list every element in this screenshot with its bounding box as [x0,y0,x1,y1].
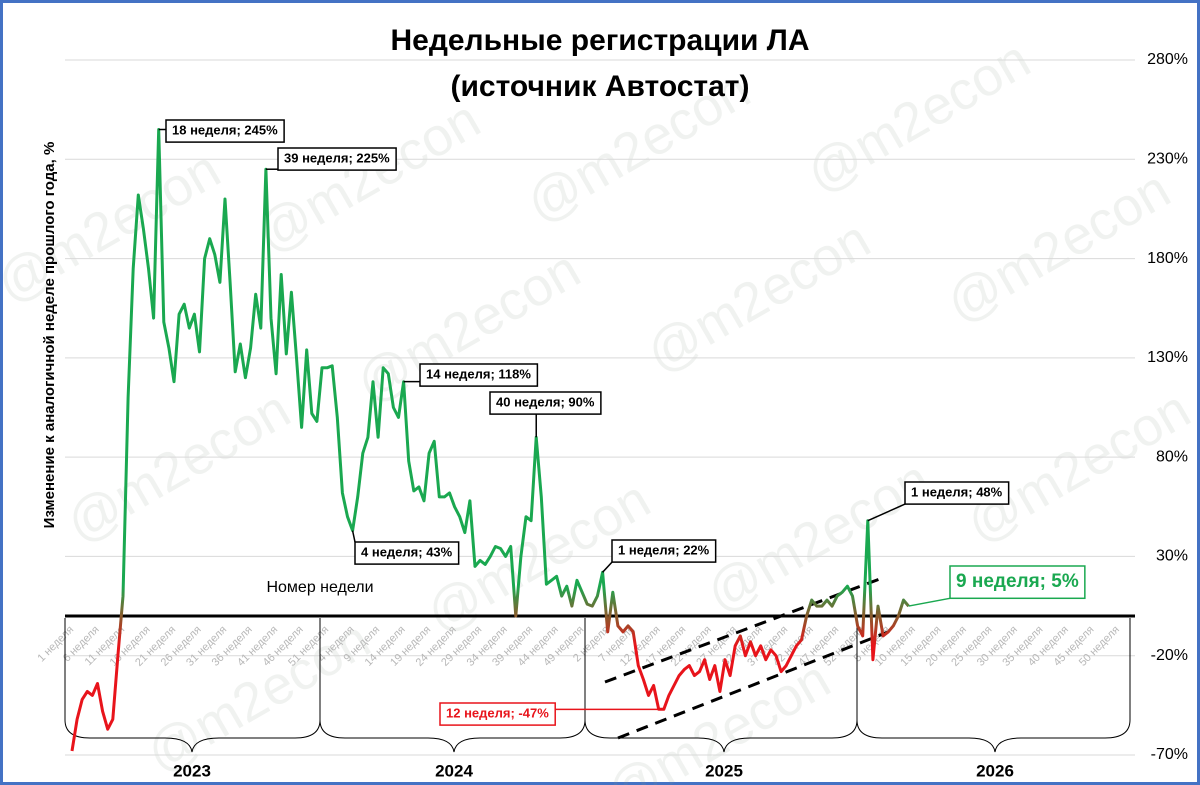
year-label: 2024 [435,761,473,780]
annotation-text: 1 неделя; 48% [911,484,1003,499]
annotation-box [277,147,397,171]
year-braces [64,618,1131,753]
annotation-box [354,541,460,565]
y-tick-label: 230% [1147,151,1188,168]
annotation-text: 4 неделя; 43% [361,544,453,559]
annotation-box [165,119,285,143]
brace [64,618,321,753]
annotations: 18 неделя; 245% 39 неделя; 225% 4 неделя; … [158,119,1086,726]
annotation: 40 неделя; 90% [489,391,602,438]
annotation-box [419,363,539,387]
x-axis-label: Номер недели [266,579,373,596]
annotation: 18 неделя; 245% [158,119,285,143]
trend-line [617,630,889,740]
annotation: 1 неделя; 48% [867,481,1010,522]
annotation: 14 неделя; 118% [403,363,539,387]
annotation-pointer [602,561,613,573]
y-axis-label: Изменение к аналогичной неделе прошлого … [41,142,58,529]
annotation: 9 неделя; 5% [908,565,1086,607]
annotation-box [439,702,556,726]
brace [584,618,858,753]
annotation-text: 1 неделя; 22% [618,542,710,557]
annotation-text: 14 неделя; 118% [426,366,531,381]
annotation-text: 18 неделя; 245% [172,122,278,137]
annotation-box [611,539,717,563]
annotation-pointer [908,597,951,607]
annotation-box [904,481,1010,505]
annotation-text: 12 неделя; -47% [446,705,549,720]
y-tick-label: -20% [1151,647,1188,664]
annotation-text: 40 неделя; 90% [496,394,595,409]
annotation-box [489,391,602,415]
y-tick-label: 280% [1147,51,1188,68]
data-line [70,128,910,752]
annotation-pointer [867,503,906,522]
annotation: 12 неделя; -47% [439,702,659,726]
annotation-text: 9 неделя; 5% [956,571,1079,592]
annotation-box [949,565,1086,600]
year-label: 2023 [173,761,211,780]
brace [319,618,586,753]
annotation: 1 неделя; 22% [602,539,717,573]
y-tick-label: 130% [1147,349,1188,366]
annotation: 39 неделя; 225% [265,147,397,171]
y-tick-label: 30% [1156,548,1188,565]
y-tick-label: 80% [1156,448,1188,465]
chart-subtitle: (источник Автостат) [450,70,749,103]
annotation-pointer [351,530,356,543]
chart-title: Недельные регистрации ЛА [390,24,809,57]
year-label: 2025 [705,761,743,780]
plot [65,128,1135,752]
year-label: 2026 [976,761,1014,780]
y-tick-label: 180% [1147,250,1188,267]
annotation: 4 неделя; 43% [351,530,460,565]
annotation-text: 39 неделя; 225% [284,150,390,165]
y-tick-label: -70% [1151,746,1188,763]
brace [856,618,1131,753]
